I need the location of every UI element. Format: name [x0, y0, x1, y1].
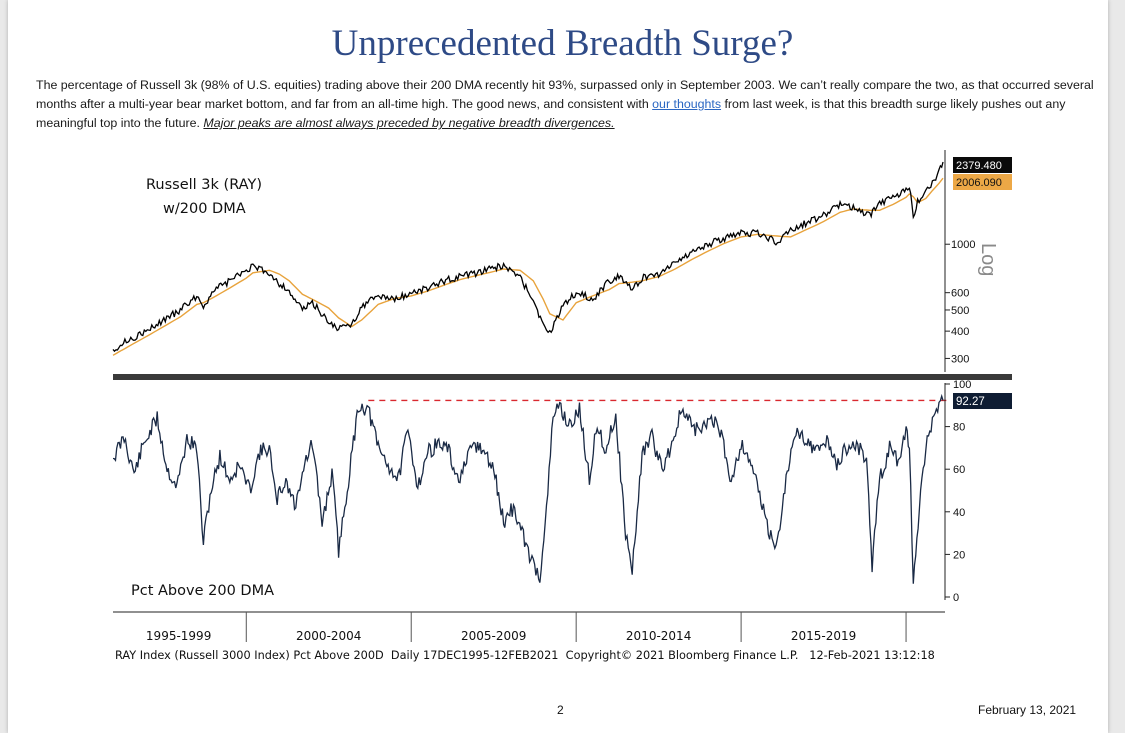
x-period-label: 1995-1999 — [146, 629, 211, 643]
top-chart-title: Russell 3k (RAY) — [146, 177, 262, 193]
ray-last-value-badge — [953, 157, 1012, 173]
chart-source-line: RAY Index (Russell 3000 Index) Pct Above… — [115, 649, 935, 662]
price-line — [112, 161, 944, 353]
top-y-tick-label: 400 — [951, 326, 969, 338]
breadth-line — [112, 393, 944, 584]
top-y-tick-label: 600 — [951, 288, 969, 300]
bottom-y-tick-label: 80 — [953, 422, 965, 434]
x-period-label: 2010-2014 — [626, 629, 691, 643]
intro-text-2: from last week, is that this breadth sur… — [36, 97, 1066, 130]
bottom-y-tick-label: 40 — [953, 507, 965, 519]
log-scale-label: Log — [977, 243, 999, 276]
page-date: February 13, 2021 — [978, 703, 1077, 717]
dma-line — [112, 177, 944, 356]
page-title: Unprecedented Breadth Surge? — [331, 23, 794, 64]
top-y-tick-label: 1000 — [951, 239, 975, 251]
intro-paragraph: The percentage of Russell 3k (98% of U.S… — [36, 76, 1096, 133]
bottom-chart-title: Pct Above 200 DMA — [131, 583, 274, 599]
breadth-last-value-badge — [953, 393, 1012, 409]
bottom-y-tick-label: 0 — [953, 592, 959, 604]
x-period-label: 2015-2019 — [791, 629, 856, 643]
intro-emphasis: Major peaks are almost always preceded b… — [203, 116, 615, 130]
page-sheet — [8, 0, 1108, 733]
top-y-tick-label: 300 — [951, 353, 969, 365]
bottom-y-tick-label: 20 — [953, 549, 965, 561]
x-period-label: 2005-2009 — [461, 629, 526, 643]
ray-last-value-label: 2379.480 — [956, 160, 1002, 172]
breadth-last-value-label: 92.27 — [956, 396, 985, 408]
bottom-y-tick-label: 60 — [953, 464, 965, 476]
intro-text-1: The percentage of Russell 3k (98% of U.S… — [36, 78, 1094, 111]
dma-last-value-label: 2006.090 — [956, 177, 1002, 189]
our-thoughts-link[interactable]: our thoughts — [652, 97, 722, 111]
bottom-y-tick-label: 100 — [953, 379, 971, 391]
dma-last-value-badge — [953, 174, 1012, 190]
x-period-label: 2000-2004 — [296, 629, 361, 643]
top-y-tick-label: 500 — [951, 305, 969, 317]
panel-divider — [113, 374, 1012, 380]
top-chart-subtitle: w/200 DMA — [163, 201, 246, 217]
page-number: 2 — [557, 703, 564, 717]
